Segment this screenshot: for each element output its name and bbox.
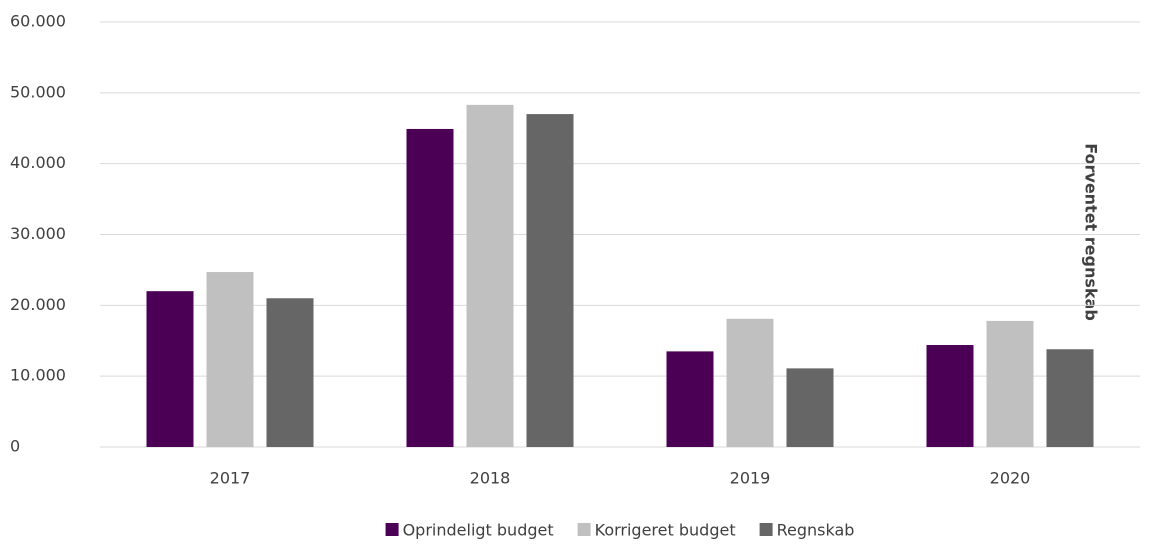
legend-swatch: [759, 523, 773, 536]
bar: [786, 368, 834, 447]
bar: [266, 298, 314, 447]
bar: [726, 318, 774, 447]
legend-label: Oprindeligt budget: [403, 521, 554, 540]
bar: [1046, 349, 1094, 447]
y-tick-label: 0: [10, 437, 20, 456]
legend-swatch: [577, 523, 591, 536]
bar: [526, 114, 574, 447]
y-tick-label: 60.000: [10, 12, 66, 31]
annotation: Forventet regnskab: [1082, 143, 1101, 321]
bar: [986, 320, 1034, 447]
bar: [466, 104, 514, 447]
bar: [666, 351, 714, 447]
x-tick-label: 2018: [470, 469, 511, 488]
y-tick-label: 50.000: [10, 82, 66, 101]
bar: [206, 272, 254, 447]
y-tick-label: 20.000: [10, 295, 66, 314]
legend-label: Regnskab: [777, 521, 855, 540]
y-tick-label: 30.000: [10, 224, 66, 243]
bar: [406, 128, 454, 448]
y-tick-label: 40.000: [10, 153, 66, 172]
bar: [146, 291, 194, 447]
legend-label: Korrigeret budget: [595, 521, 736, 540]
x-tick-label: 2020: [990, 469, 1031, 488]
x-tick-label: 2017: [210, 469, 251, 488]
bar: [926, 345, 974, 447]
legend-swatch: [385, 523, 399, 536]
x-tick-label: 2019: [730, 469, 771, 488]
y-tick-label: 10.000: [10, 366, 66, 385]
